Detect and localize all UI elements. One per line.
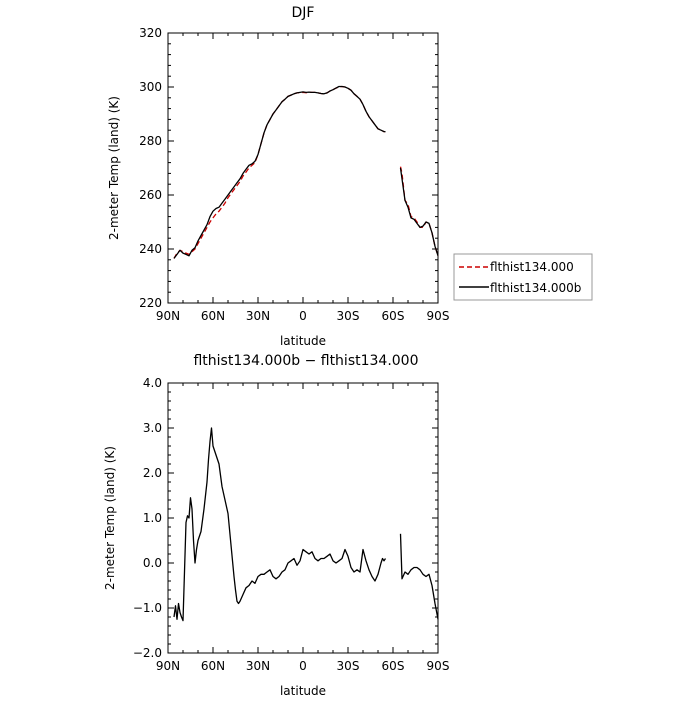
top-y-tick-label: 280	[139, 134, 162, 148]
bottom-x-tick-label: 90S	[427, 659, 450, 673]
bottom-x-axis-label: latitude	[280, 684, 326, 698]
top-series-1-line-segment-0	[173, 85, 386, 259]
bottom-y-tick-label: −2.0	[133, 646, 162, 660]
bottom-y-axis-label: 2-meter Temp (land) (K)	[103, 446, 117, 590]
top-y-tick-label: 240	[139, 242, 162, 256]
top-y-tick-label: 300	[139, 80, 162, 94]
top-x-tick-label: 60S	[382, 309, 405, 323]
bottom-y-tick-label: 0.0	[143, 556, 162, 570]
bottom-panel: flthist134.000b − flthist134.000 90N 60N 3…	[103, 353, 449, 698]
bottom-x-tick-label: 90N	[156, 659, 180, 673]
top-y-tick-label: 260	[139, 188, 162, 202]
legend: flthist134.000 flthist134.000b	[453, 253, 593, 301]
top-y-axis-label: 2-meter Temp (land) (K)	[107, 96, 121, 240]
bottom-y-tick-label: 4.0	[143, 376, 162, 390]
bottom-x-tick-label: 30S	[337, 659, 360, 673]
top-x-tick-label: 0	[299, 309, 307, 323]
bottom-x-tick-label: 60N	[201, 659, 225, 673]
legend-box	[453, 253, 593, 301]
bottom-y-tick-label: 1.0	[143, 511, 162, 525]
top-y-tick-label: 320	[139, 26, 162, 40]
top-panel: DJF 90N 60N 30N 0 30S 60S 90S 220 240 260 280 300 32…	[107, 5, 449, 348]
bottom-y-tick-label: 3.0	[143, 421, 162, 435]
bottom-x-tick-label: 0	[299, 659, 307, 673]
top-x-tick-label: 60N	[201, 309, 225, 323]
bottom-x-tick-label: 30N	[246, 659, 270, 673]
bottom-axis-ticks: 90N 60N 30N 0 30S 60S 90S −2.0 −1.0 0.0 1.0 2.0 3.0 4…	[133, 376, 450, 673]
top-x-tick-label: 90N	[156, 309, 180, 323]
legend-label-0: flthist134.000	[490, 260, 574, 274]
bottom-series-0-line-segment-0	[173, 427, 387, 622]
top-y-tick-label: 220	[139, 296, 162, 310]
bottom-series-lines	[173, 427, 439, 622]
bottom-x-tick-label: 60S	[382, 659, 405, 673]
bottom-y-tick-label: 2.0	[143, 466, 162, 480]
top-axis-ticks: 90N 60N 30N 0 30S 60S 90S 220 240 260 280 300 320	[139, 26, 449, 323]
top-x-tick-label: 30N	[246, 309, 270, 323]
bottom-panel-title: flthist134.000b − flthist134.000	[193, 353, 418, 369]
top-x-tick-label: 90S	[427, 309, 450, 323]
legend-label-1: flthist134.000b	[490, 281, 581, 295]
top-series-1-line-segment-1	[399, 167, 439, 256]
top-series-lines	[173, 85, 439, 259]
top-panel-title: DJF	[292, 5, 315, 21]
bottom-series-0-line-segment-1	[399, 533, 439, 620]
top-x-axis-label: latitude	[280, 334, 326, 348]
top-x-tick-label: 30S	[337, 309, 360, 323]
bottom-y-tick-label: −1.0	[133, 601, 162, 615]
